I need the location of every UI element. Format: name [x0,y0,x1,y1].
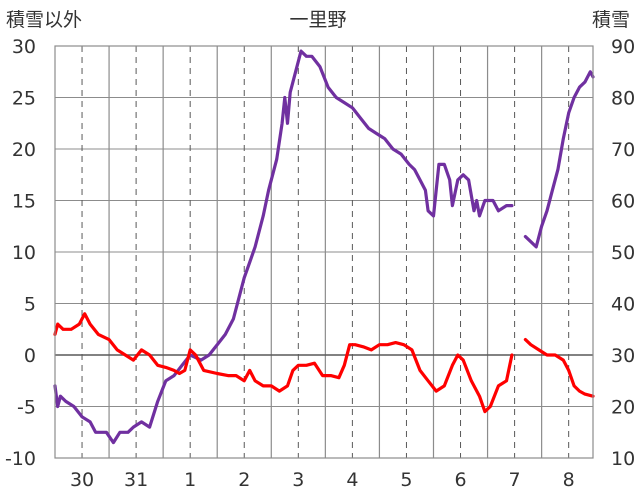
x-axis-tick-label: 1 [184,469,196,491]
left-axis-tick-label: 15 [12,191,36,213]
left-axis-tick-label: 0 [24,345,36,367]
purple-series-line-segment-2 [523,70,595,249]
red-series-line-segment-2 [523,338,595,398]
left-axis-tick-label: 10 [12,242,36,264]
left-axis-tick-label: 20 [12,139,36,161]
right-axis-label: 積雪 [592,9,630,31]
left-axis-tick-label: -10 [5,448,36,470]
right-axis-tick-label: 50 [611,242,635,264]
x-axis-tick-label: 31 [124,469,148,491]
x-axis-tick-label: 5 [400,469,412,491]
left-axis-tick-label: -5 [17,397,36,419]
right-axis-tick-label: 10 [611,448,635,470]
left-axis-label: 積雪以外 [6,9,82,31]
left-axis-tick-label: 25 [12,88,36,110]
right-axis-tick-label: 20 [611,397,635,419]
left-axis-tick-label: 30 [12,36,36,58]
series-layer [53,49,595,445]
right-axis-tick-label: 60 [611,191,635,213]
x-axis-tick-label: 8 [563,469,575,491]
right-axis-tick-label: 70 [611,139,635,161]
x-axis-tick-label: 4 [346,469,358,491]
x-axis-tick-label: 6 [454,469,466,491]
text-layer: 積雪以外 一里野 積雪 [6,9,630,31]
right-axis-tick-label: 90 [611,36,635,58]
plot-frame [54,45,594,459]
chart-title: 一里野 [289,9,346,31]
purple-series-line-segment-1 [53,49,514,445]
left-axis-tick-label: 5 [24,294,36,316]
x-axis-tick-label: 7 [509,469,521,491]
grid [55,46,593,458]
red-series-line-segment-1 [53,312,514,414]
right-axis-tick-label: 40 [611,294,635,316]
right-axis-tick-label: 30 [611,345,635,367]
right-axis-tick-label: 80 [611,88,635,110]
x-axis-tick-label: 2 [238,469,250,491]
x-axis-tick-label: 30 [70,469,94,491]
x-axis-tick-label: 3 [292,469,304,491]
